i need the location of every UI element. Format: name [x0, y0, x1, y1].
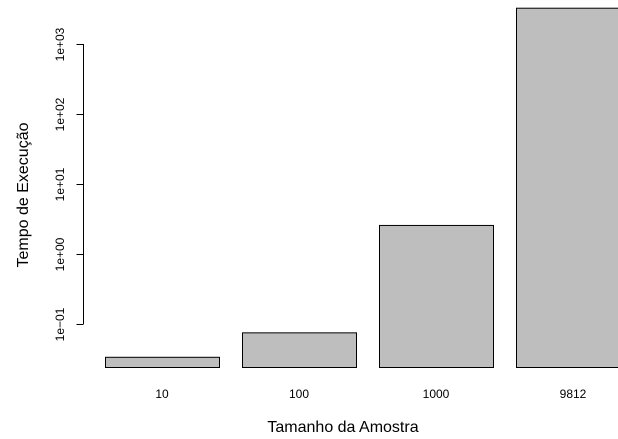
x-tick-label: 9812	[560, 387, 587, 401]
bars-group	[105, 7, 618, 369]
y-axis: 1e−01 1e+00 1e+01 1e+02 1e+03	[53, 27, 84, 341]
y-axis-title: Tempo de Execução	[15, 122, 32, 267]
bar-1000	[379, 224, 494, 368]
y-tick-label: 1e+02	[53, 97, 67, 131]
y-tick-label: 1e−01	[53, 307, 67, 341]
y-tick-label: 1e+00	[53, 237, 67, 271]
bar-10	[105, 356, 220, 369]
bar-100	[242, 332, 357, 368]
x-tick-labels: 10 100 1000 9812	[155, 387, 586, 401]
y-tick-label: 1e+03	[53, 27, 67, 61]
bar-9812	[516, 7, 618, 369]
x-tick-label: 1000	[423, 387, 450, 401]
x-tick-label: 10	[155, 387, 169, 401]
x-tick-label: 100	[289, 387, 309, 401]
x-axis-title: Tamanho da Amostra	[267, 419, 418, 436]
y-tick-label: 1e+01	[53, 167, 67, 201]
